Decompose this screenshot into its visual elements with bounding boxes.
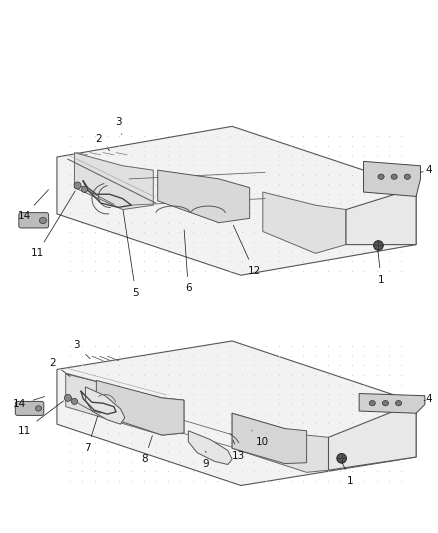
Text: 11: 11 (18, 401, 64, 436)
Polygon shape (66, 374, 184, 435)
Text: 3: 3 (73, 341, 90, 359)
Text: 4: 4 (424, 394, 433, 404)
Text: 14: 14 (18, 190, 49, 221)
Ellipse shape (378, 174, 384, 179)
Text: 7: 7 (84, 416, 98, 453)
Text: 6: 6 (184, 230, 192, 293)
Ellipse shape (71, 398, 78, 405)
Polygon shape (263, 192, 346, 253)
Polygon shape (85, 387, 125, 424)
Ellipse shape (369, 400, 375, 406)
Text: 5: 5 (123, 210, 139, 298)
Ellipse shape (374, 241, 383, 251)
Text: 2: 2 (49, 358, 70, 376)
Ellipse shape (35, 406, 42, 411)
Ellipse shape (39, 217, 46, 223)
Polygon shape (96, 381, 184, 435)
Polygon shape (328, 402, 416, 470)
Text: 10: 10 (251, 431, 269, 447)
Text: 8: 8 (141, 435, 152, 464)
Polygon shape (232, 413, 307, 464)
Text: 4: 4 (420, 165, 433, 175)
Polygon shape (364, 161, 420, 197)
Text: 14: 14 (13, 397, 45, 409)
Ellipse shape (382, 400, 389, 406)
Polygon shape (232, 413, 328, 472)
Text: 2: 2 (95, 134, 110, 151)
Text: 13: 13 (232, 440, 245, 461)
Ellipse shape (74, 182, 81, 189)
Polygon shape (57, 341, 416, 486)
Text: 12: 12 (233, 225, 261, 276)
Polygon shape (359, 393, 425, 413)
Polygon shape (188, 431, 232, 464)
Text: 11: 11 (31, 191, 75, 259)
Polygon shape (158, 170, 250, 223)
Ellipse shape (396, 400, 402, 406)
Polygon shape (57, 126, 416, 275)
Text: 1: 1 (378, 249, 385, 285)
Ellipse shape (81, 187, 88, 192)
Polygon shape (346, 188, 416, 245)
FancyBboxPatch shape (19, 213, 49, 228)
Ellipse shape (64, 394, 71, 401)
Ellipse shape (391, 174, 397, 179)
Ellipse shape (404, 174, 410, 179)
Polygon shape (74, 152, 153, 209)
Text: 3: 3 (115, 117, 122, 135)
Ellipse shape (337, 454, 346, 463)
Text: 1: 1 (342, 462, 354, 486)
Text: 9: 9 (202, 451, 209, 470)
FancyBboxPatch shape (15, 401, 44, 415)
